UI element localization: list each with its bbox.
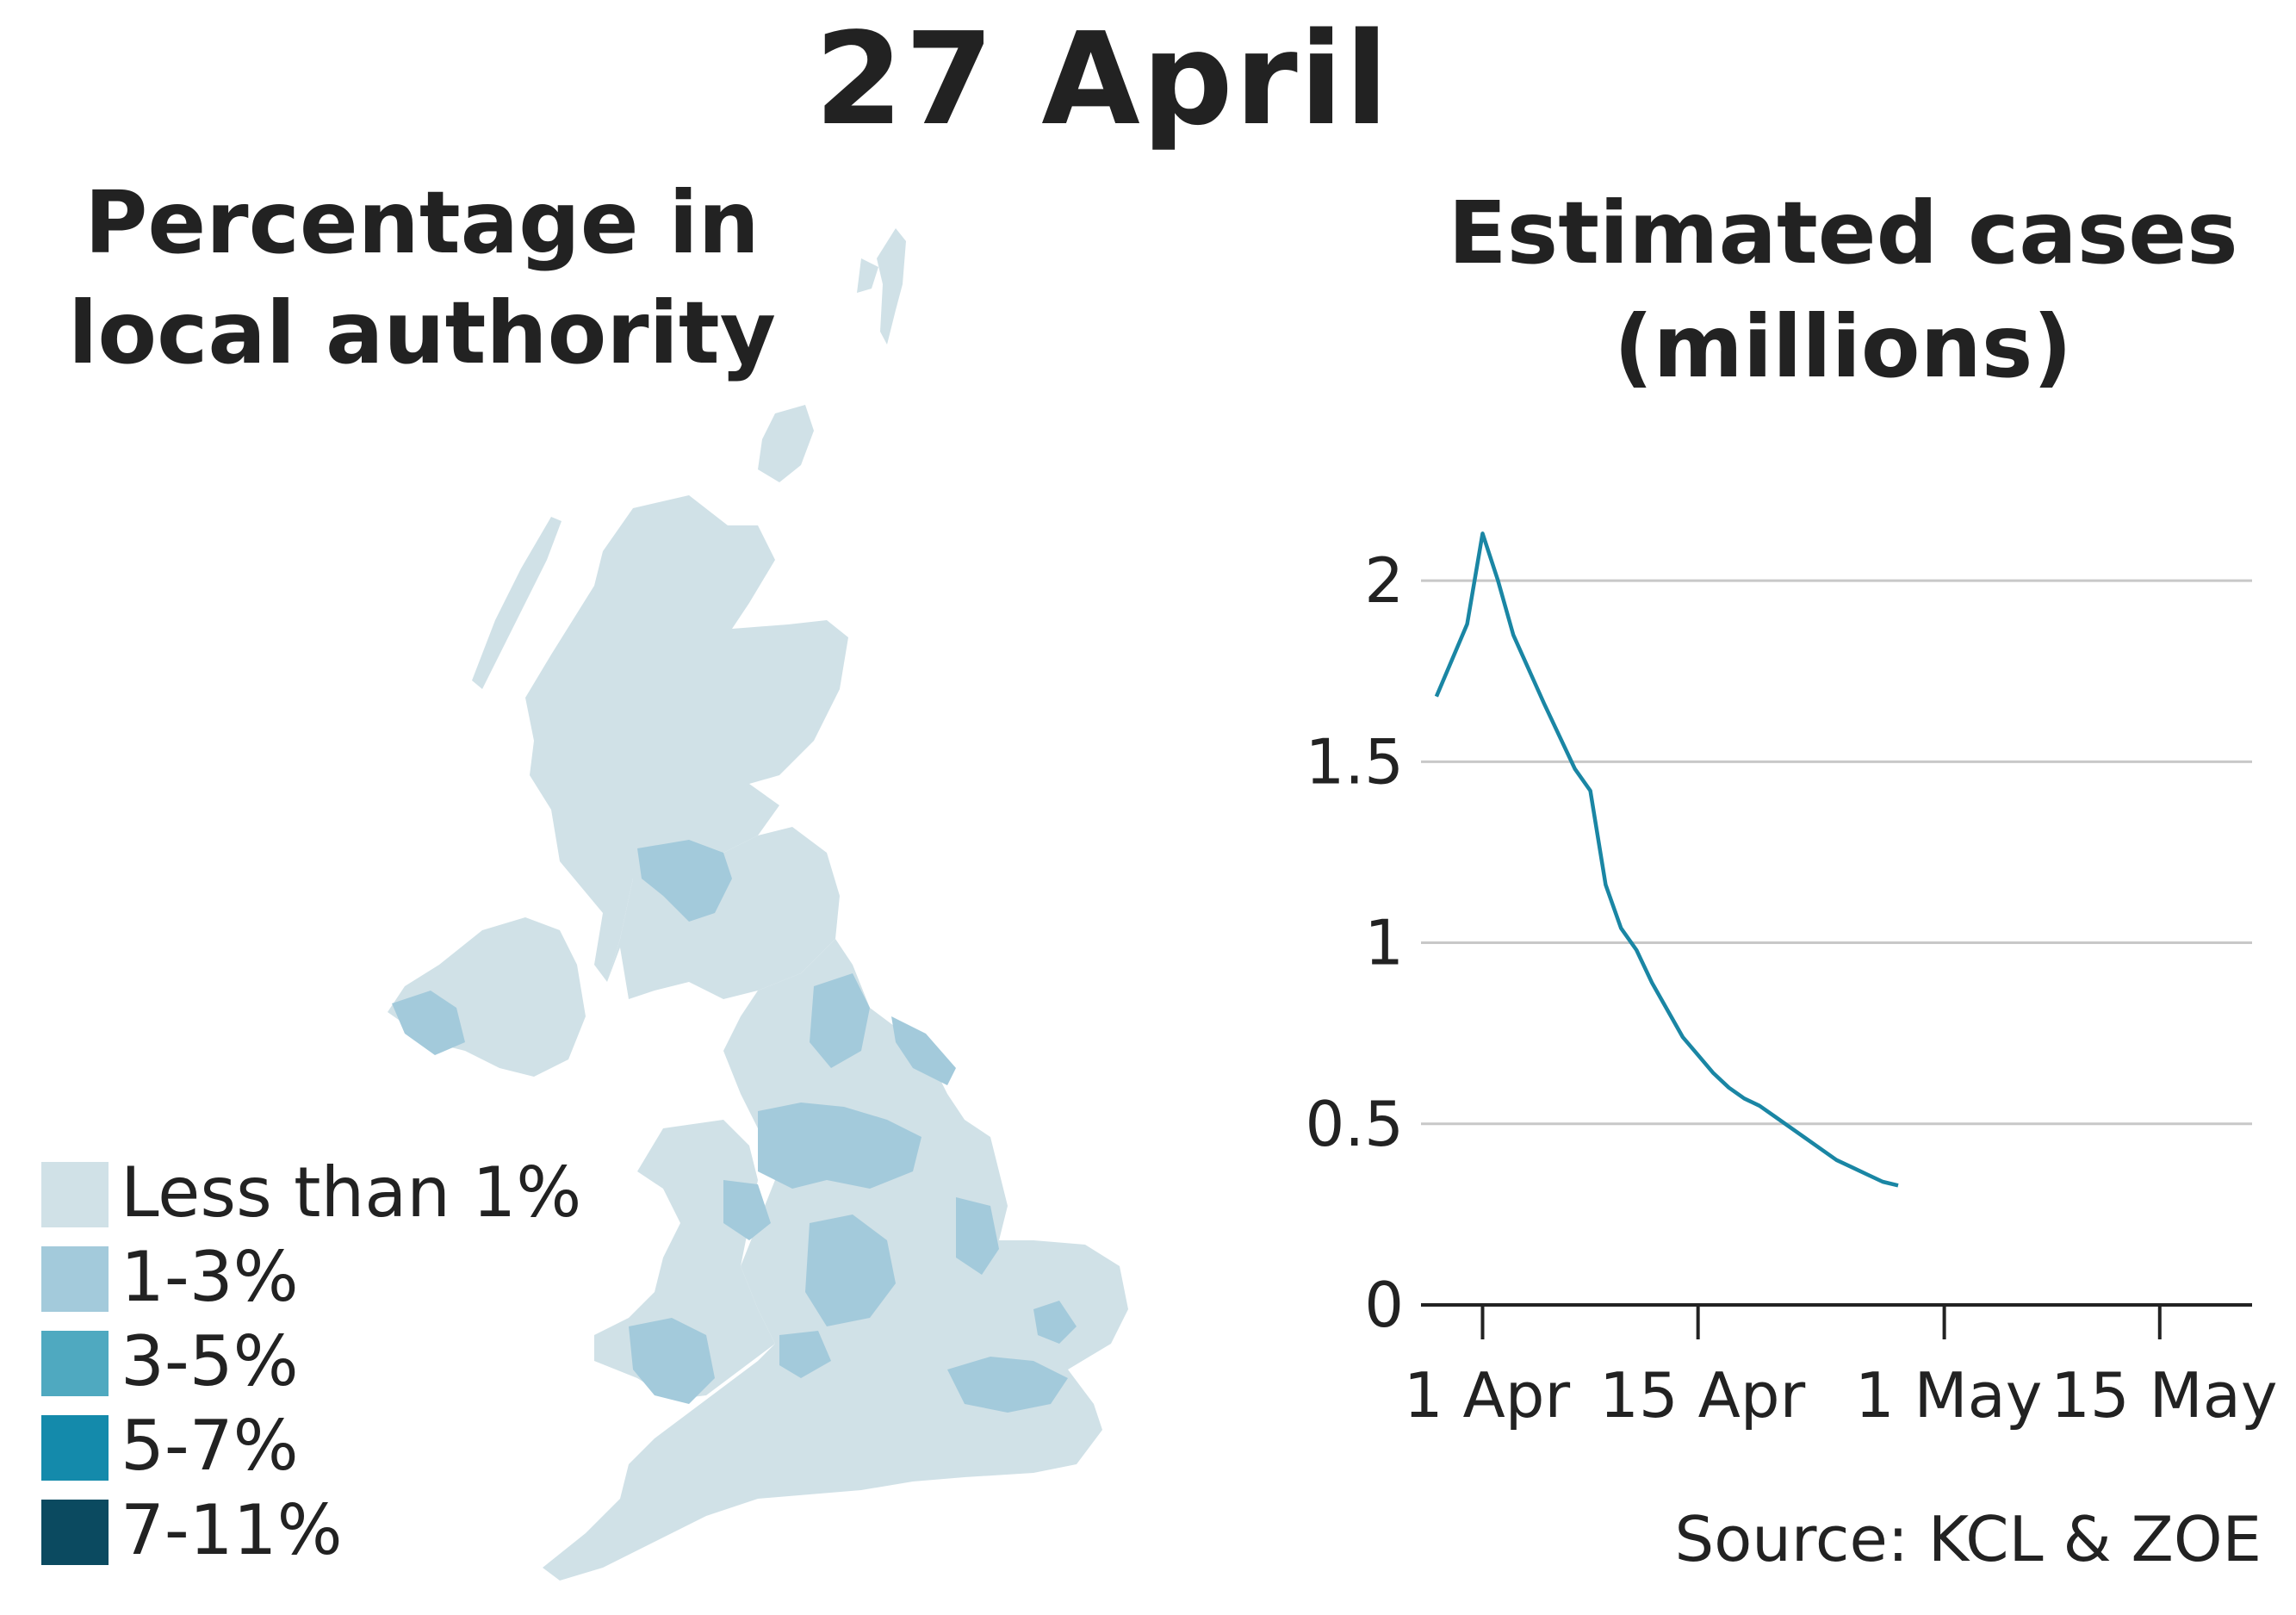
region-manchester [758,1103,922,1189]
chart-title-line-1: Estimated cases [1448,183,2238,283]
x-tick-label: 15 May [2051,1359,2277,1432]
region-east-midlands [956,1197,999,1275]
region-glasgow [637,840,732,922]
region-south-wales [629,1318,715,1404]
region-belfast [392,991,465,1055]
y-tick-label: 1 [1364,907,1404,979]
date-title: 27 April [814,5,1391,153]
map-title: Percentage in local authority [52,168,792,388]
x-tick-label: 1 Apr [1404,1359,1571,1432]
cases-line-chart: 0 0.5 1 1.5 2 1 Apr 15 Apr 1 May 15 May [1305,531,2277,1432]
region-east-anglia [1033,1301,1077,1344]
region-yorkshire-coast [891,1016,956,1085]
y-tick-label: 0.5 [1305,1088,1404,1160]
chart-title: Estimated cases (millions) [1412,177,2274,404]
x-tick-label: 15 Apr [1599,1359,1805,1432]
scotland-shape [525,495,848,982]
legend-label: 3-5% [121,1321,299,1401]
legend-label: 7-11% [121,1490,343,1570]
legend-swatch [41,1500,109,1565]
source-note: Source: KCL & ZOE [1674,1503,2262,1575]
chart-title-line-2: (millions) [1613,296,2073,397]
map-title-line-1: Percentage in [84,172,760,273]
legend-swatch [41,1162,109,1227]
legend-label: 5-7% [121,1406,299,1486]
region-north-wales-border [723,1180,771,1240]
legend-swatch [41,1415,109,1481]
x-tick-label: 1 May [1855,1359,2043,1432]
orkney-shape [758,405,814,482]
legend-swatch [41,1331,109,1396]
region-london [947,1357,1068,1413]
y-tick-label: 0 [1364,1269,1404,1341]
legend-swatch [41,1246,109,1312]
legend-label: 1-3% [121,1237,299,1317]
hebrides-shape [472,517,562,689]
legend-label: Less than 1% [121,1152,582,1233]
map-title-line-2: local authority [68,283,776,383]
y-tick-label: 2 [1364,544,1404,617]
cases-series-line [1434,531,1899,1188]
region-bristol [779,1331,831,1378]
uk-map [388,228,1128,1581]
region-midlands [805,1214,896,1326]
y-tick-label: 1.5 [1305,725,1404,798]
shetland-shape [857,228,906,345]
region-north-east [810,973,870,1068]
